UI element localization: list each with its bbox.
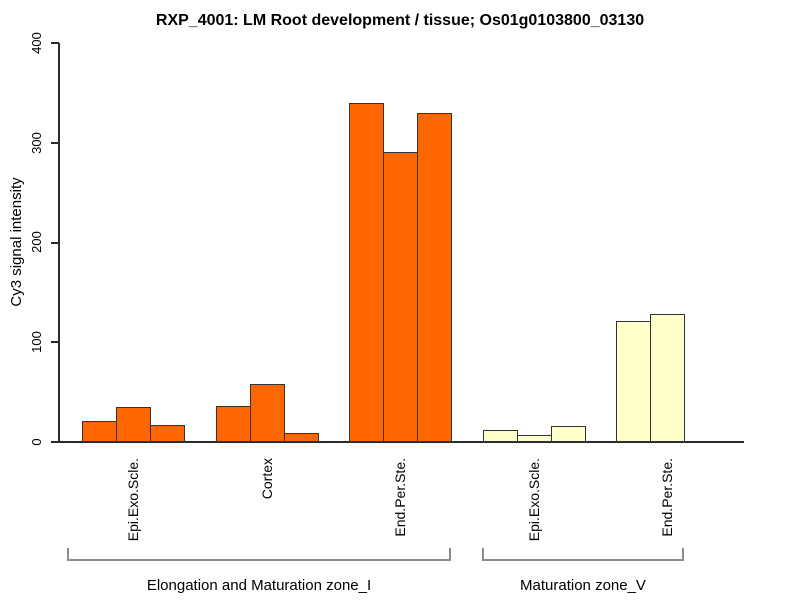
x-axis-label: Cortex	[258, 458, 275, 500]
bar	[150, 424, 185, 442]
y-axis-tick-label: 200	[29, 231, 44, 254]
bar	[349, 103, 384, 442]
y-axis-tick	[51, 141, 59, 144]
bar	[417, 113, 452, 442]
y-axis-label: Cy3 signal intensity	[8, 177, 25, 307]
y-axis-tick-label: 0	[29, 437, 44, 446]
y-axis-tick	[51, 440, 59, 443]
bar	[482, 429, 518, 442]
y-axis-tick-label: 300	[29, 131, 44, 154]
y-axis-tick-label: 100	[29, 331, 44, 353]
bar	[550, 425, 586, 442]
y-axis-tick	[51, 241, 59, 244]
x-axis-label: Epi.Exo.Scle.	[525, 458, 542, 542]
bar	[516, 434, 552, 442]
x-axis-label: Epi.Exo.Scle.	[125, 458, 141, 542]
bar	[616, 321, 651, 442]
zone-bracket	[67, 548, 451, 561]
y-axis-tick	[51, 341, 59, 343]
x-axis-label: End.Per.Ste.	[659, 458, 675, 537]
bar	[383, 151, 418, 442]
bar	[215, 405, 251, 442]
bar	[82, 420, 117, 442]
y-axis-tick	[51, 42, 59, 45]
chart-title: RXP_4001: LM Root development / tissue; …	[155, 12, 645, 29]
bar	[650, 314, 685, 442]
zone-label: Elongation and Maturation zone_I	[146, 577, 372, 594]
y-axis-tick-label: 400	[29, 32, 44, 55]
y-axis-line	[58, 43, 60, 442]
zone-label: Maturation zone_V	[520, 577, 646, 594]
bar	[116, 406, 151, 442]
bar	[249, 383, 285, 442]
zone-bracket	[482, 548, 684, 561]
x-axis-label: End.Per.Ste.	[392, 458, 408, 537]
bar	[283, 432, 319, 442]
